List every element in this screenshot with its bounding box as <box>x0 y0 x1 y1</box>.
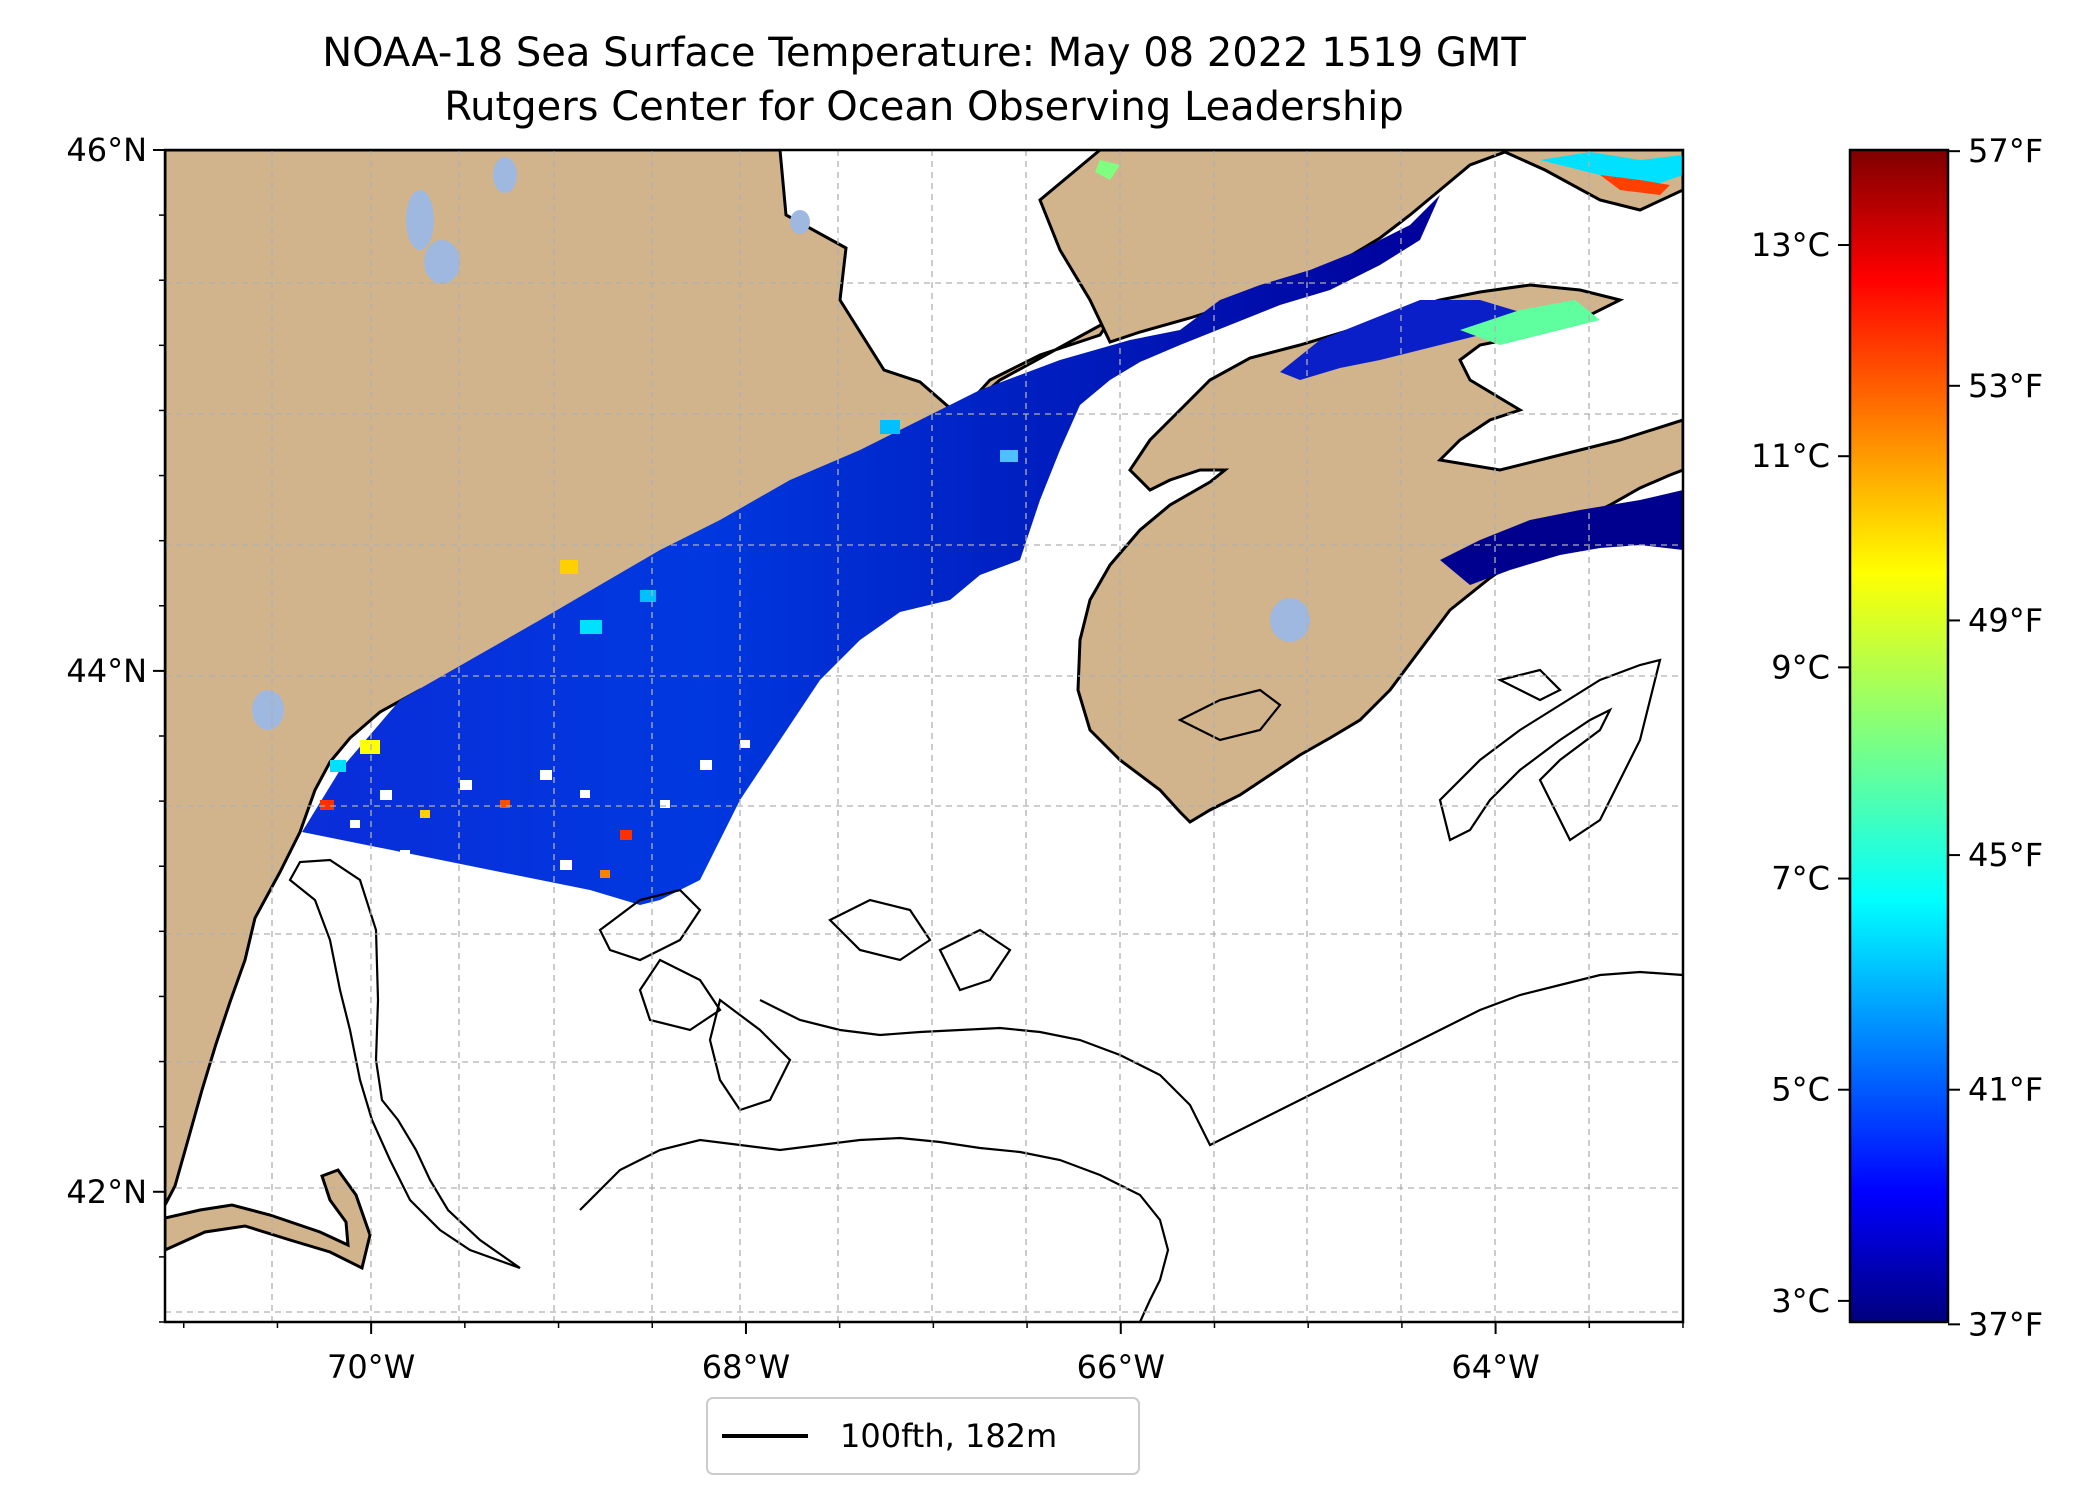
isobath-jordan-basin <box>1438 658 1662 842</box>
colorbar-ticks: 3°C 5°C 7°C 9°C 11°C 13°C 37°F 41°F 45°F 49°F 53°F… <box>1751 132 2043 1343</box>
land-cape-cod <box>165 1168 372 1271</box>
lakes <box>252 157 1310 730</box>
lon-tick-label-2: 66°W <box>1077 1348 1165 1386</box>
land-nova-scotia <box>1076 283 1683 824</box>
sst-swath-gulf-of-maine <box>302 195 1440 905</box>
isobath-georges-bank <box>579 1136 1170 1322</box>
colorbar-gradient <box>1850 150 1948 1322</box>
lon-tick-label-3: 64°W <box>1451 1348 1539 1386</box>
sst-warm-speckles <box>320 420 1018 878</box>
legend: 100fth, 182m <box>706 1397 1140 1475</box>
legend-label: 100fth, 182m <box>840 1417 1057 1455</box>
fahrenheit-tick-label-4: 53°F <box>1968 367 2043 405</box>
lon-tick-label-1: 68°W <box>702 1348 790 1386</box>
celsius-tick-label-2: 7°C <box>1771 860 1830 898</box>
lat-tick-label-1: 44°N <box>66 652 147 690</box>
celsius-tick-label-0: 3°C <box>1771 1282 1830 1320</box>
figure-title-line1: NOAA-18 Sea Surface Temperature: May 08 … <box>322 30 1526 76</box>
legend-box <box>706 1397 1140 1475</box>
graticule <box>165 150 1683 1322</box>
land-new-brunswick <box>1038 150 1683 344</box>
celsius-tick-label-5: 13°C <box>1751 226 1830 264</box>
colorbar-frame <box>1848 148 1950 1324</box>
map-axes: 70°W 68°W 66°W 64°W 46°N 44°N 42°N <box>66 131 1684 1386</box>
celsius-tick-label-1: 5°C <box>1771 1071 1830 1109</box>
isobath-shelf-edge <box>759 970 1683 1147</box>
fahrenheit-tick-label-0: 37°F <box>1968 1305 2043 1343</box>
lat-tick-label-0: 46°N <box>66 131 147 169</box>
isobath-main-contour <box>288 858 521 1270</box>
fahrenheit-tick-label-3: 49°F <box>1968 601 2043 639</box>
map-panel <box>165 150 1683 1322</box>
isobath-offshore-ridge <box>1177 668 1562 742</box>
sst-coastal-warm-band <box>1095 152 1683 345</box>
sst-data-swath <box>302 152 1683 905</box>
sst-swath-bay-of-fundy <box>1280 300 1540 380</box>
isobath-100fth <box>288 658 1683 1322</box>
celsius-tick-label-4: 11°C <box>1751 437 1830 475</box>
fahrenheit-tick-label-5: 57°F <box>1968 132 2043 170</box>
isobath-inner-basins <box>598 888 1012 1112</box>
figure-title-line2: Rutgers Center for Ocean Observing Leade… <box>444 84 1404 130</box>
colorbar: 3°C 5°C 7°C 9°C 11°C 13°C 37°F 41°F 45°F 49°F 53°F… <box>1751 132 2043 1343</box>
fahrenheit-tick-label-1: 41°F <box>1968 1071 2043 1109</box>
celsius-tick-label-3: 9°C <box>1771 648 1830 686</box>
sst-swath-nova-scotia-edge <box>1440 490 1683 585</box>
lon-tick-label-0: 70°W <box>327 1348 415 1386</box>
lat-tick-label-2: 42°N <box>66 1173 147 1211</box>
fahrenheit-tick-label-2: 45°F <box>1968 836 2043 874</box>
